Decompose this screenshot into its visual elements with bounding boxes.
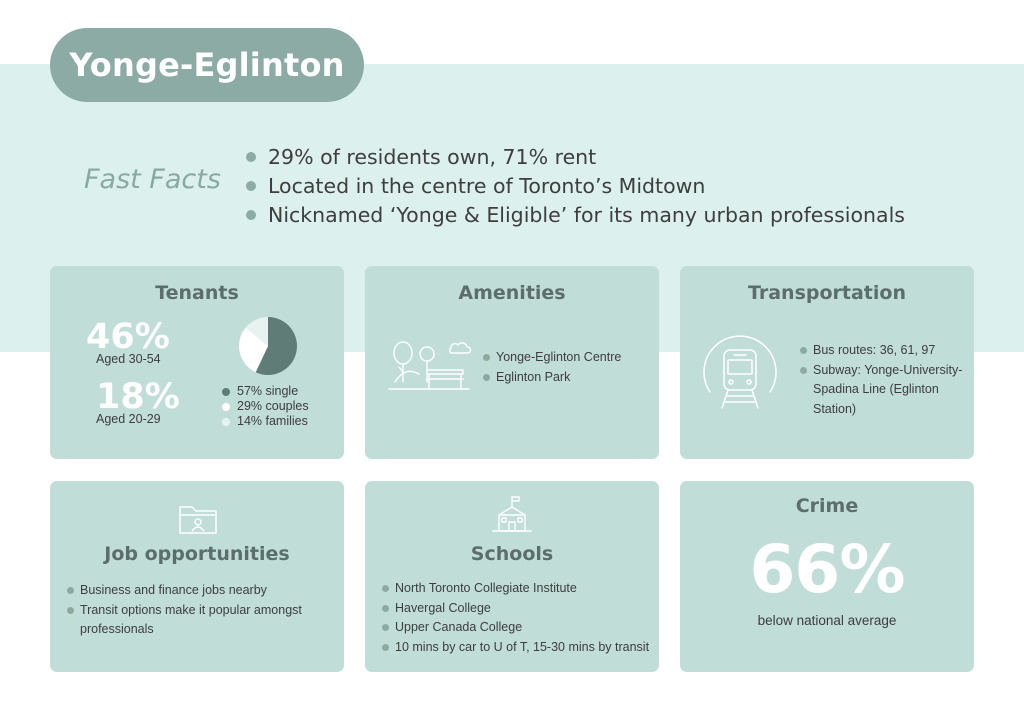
stat-aged-20-29-label: Aged 20-29: [96, 412, 161, 426]
bullet-icon: [246, 180, 256, 191]
bullet-icon: [246, 151, 256, 162]
bullet-icon: [800, 347, 807, 354]
pie-slice-couples: [239, 327, 268, 373]
list-item: Bus routes: 36, 61, 97: [800, 341, 964, 361]
amenities-title: Amenities: [458, 282, 566, 304]
bullet-icon: [382, 643, 389, 651]
bullet-icon: [483, 354, 490, 361]
bullet-icon: [382, 585, 389, 592]
crime-card: Crime 66% below national average: [680, 481, 974, 672]
list-item: Havergal College: [382, 599, 652, 619]
stat-aged-30-54-value: 46%: [86, 317, 170, 357]
bullet-icon: [67, 587, 74, 594]
bullet-icon: [382, 604, 389, 612]
list-item: Transit options make it popular amongst …: [67, 601, 329, 640]
tenants-pie-chart: [239, 317, 297, 375]
crime-stat-value: 66%: [749, 531, 906, 608]
list-item: Eglinton Park: [483, 368, 621, 388]
list-item: North Toronto Collegiate Institute: [382, 579, 652, 599]
bullet-icon: [382, 624, 389, 631]
list-item: Upper Canada College: [382, 618, 652, 638]
crime-stat-label: below national average: [757, 613, 897, 628]
page-title: Yonge-Eglinton: [50, 28, 364, 102]
folder-icon: [179, 506, 217, 534]
jobs-card: Job opportunities Business and finance j…: [50, 481, 344, 672]
amenities-list: Yonge-Eglinton Centre Eglinton Park: [483, 348, 621, 387]
list-item: Subway: Yonge-University-Spadina Line (E…: [800, 361, 964, 420]
fact-item: Nicknamed ‘Yonge & Eligible’ for its man…: [246, 200, 905, 229]
fast-facts-list: 29% of residents own, 71% rent Located i…: [246, 142, 905, 229]
bullet-icon: [246, 209, 256, 220]
schools-card: Schools North Toronto Collegiate Institu…: [365, 481, 659, 672]
transportation-card: Transportation Bus routes: 36, 61, 97 Su…: [680, 266, 974, 459]
bullet-icon: [483, 373, 490, 381]
legend-item: 57% single: [222, 384, 309, 399]
pie-slice-single: [255, 317, 297, 375]
park-icon: [388, 341, 472, 390]
tenants-title: Tenants: [155, 282, 239, 304]
legend-swatch: [222, 417, 230, 426]
bullet-icon: [67, 606, 74, 614]
list-item: Yonge-Eglinton Centre: [483, 348, 621, 368]
jobs-title: Job opportunities: [104, 543, 290, 565]
stat-aged-20-29-value: 18%: [96, 377, 180, 417]
crime-title: Crime: [795, 495, 859, 517]
tenants-legend: 57% single 29% couples 14% families: [222, 384, 309, 429]
legend-swatch: [222, 402, 230, 411]
amenities-card: Amenities Yonge-Eglinton Centre Eglinton…: [365, 266, 659, 459]
school-icon: [492, 496, 532, 532]
list-item: 10 mins by car to U of T, 15-30 mins by …: [382, 638, 652, 658]
list-item: Business and finance jobs nearby: [67, 581, 329, 601]
fast-facts-label: Fast Facts: [84, 164, 221, 195]
legend-item: 29% couples: [222, 399, 309, 414]
jobs-list: Business and finance jobs nearby Transit…: [67, 581, 329, 640]
legend-item: 14% families: [222, 414, 309, 429]
tenants-card: Tenants: [50, 266, 344, 459]
train-icon: [703, 335, 777, 409]
schools-title: Schools: [470, 543, 554, 565]
bullet-icon: [800, 366, 807, 374]
stat-aged-30-54-label: Aged 30-54: [96, 352, 161, 366]
fact-item: Located in the centre of Toronto’s Midto…: [246, 171, 905, 200]
transportation-list: Bus routes: 36, 61, 97 Subway: Yonge-Uni…: [800, 341, 964, 419]
transportation-title: Transportation: [747, 282, 906, 304]
pie-slice-families: [245, 317, 268, 346]
legend-swatch: [222, 387, 230, 396]
fact-item: 29% of residents own, 71% rent: [246, 142, 905, 171]
schools-list: North Toronto Collegiate Institute Haver…: [382, 579, 652, 657]
